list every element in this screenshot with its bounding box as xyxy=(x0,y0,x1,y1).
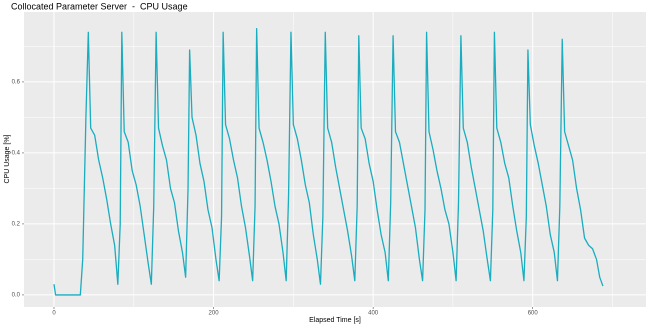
x-tick-label: 200 xyxy=(209,311,220,317)
y-tick-label: 0.2 xyxy=(12,222,21,228)
x-tick-label: 0 xyxy=(52,311,56,317)
cpu-line xyxy=(53,28,604,296)
y-tick-label: 0.0 xyxy=(12,293,21,299)
x-tick-label: 600 xyxy=(528,311,539,317)
y-tick-label: 0.4 xyxy=(12,151,21,157)
y-tick-label: 0.6 xyxy=(12,80,21,86)
y-axis-label: CPU Usage [%] xyxy=(4,134,11,183)
chart-title: Collocated Parameter Server - CPU Usage xyxy=(11,1,188,11)
x-tick-label: 400 xyxy=(368,311,379,317)
x-axis-label: Elapsed Time [s] xyxy=(309,317,361,324)
